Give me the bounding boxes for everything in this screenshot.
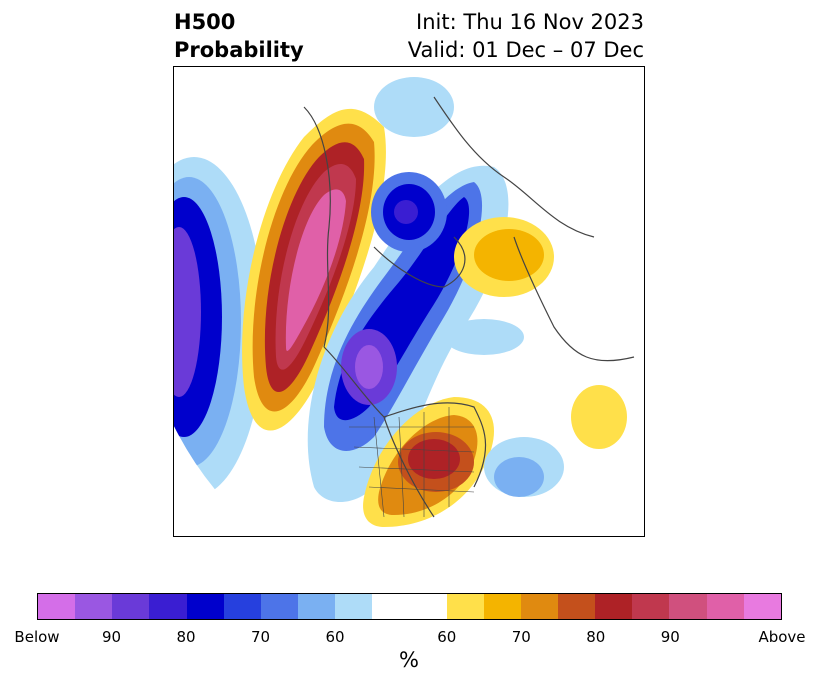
colorbar-tick-label: 80 [176,628,196,646]
colorbar-tick-label: 90 [660,628,680,646]
chart-title: H500 Probability [174,8,304,64]
colorbar-segment [669,594,707,619]
western-ridge-above-normal-region [242,108,386,431]
colorbar-segment [557,594,596,619]
colorbar-segment [372,594,447,619]
colorbar [37,593,782,620]
colorbar-segment [595,594,633,619]
colorbar-tick-label: Below [14,628,60,646]
colorbar-segment [446,594,484,619]
atlantic-below-normal-region [374,77,564,497]
init-date: Init: Thu 16 Nov 2023 [416,10,644,34]
colorbar-segment [743,594,781,619]
colorbar-tick-label: 60 [325,628,345,646]
colorbar-tick-label: 70 [250,628,271,646]
colorbar-segment [335,594,373,619]
pacific-below-normal-region [174,157,264,497]
colorbar-tick-label: Above [758,628,806,646]
colorbar-segment [706,594,744,619]
coastlines [303,96,635,518]
colorbar-segment [260,594,298,619]
title-variable: H500 [174,10,236,34]
colorbar-segment [632,594,670,619]
colorbar-segment [112,594,150,619]
colorbar-segment [223,594,261,619]
colorbar-tick-label: 90 [101,628,122,646]
colorbar-segment [38,594,76,619]
colorbar-tick-label: 80 [586,628,606,646]
colorbar-tick-label: 70 [511,628,531,646]
probability-map [174,77,635,527]
colorbar-unit-label: % [399,648,419,672]
colorbar-segment [75,594,113,619]
valid-range: Valid: 01 Dec – 07 Dec [407,38,644,62]
colorbar-segment [483,594,521,619]
chart-dates: Init: Thu 16 Nov 2023 Valid: 01 Dec – 07… [408,8,644,64]
colorbar-segment [520,594,558,619]
title-type: Probability [174,38,304,62]
colorbar-tick-label: 60 [437,628,457,646]
colorbar-segment [297,594,336,619]
us-state-borders [349,407,475,518]
colorbar-segment [186,594,224,619]
eastern-us-above-normal-region [363,397,494,527]
map-panel [173,66,645,537]
colorbar-segment [149,594,187,619]
